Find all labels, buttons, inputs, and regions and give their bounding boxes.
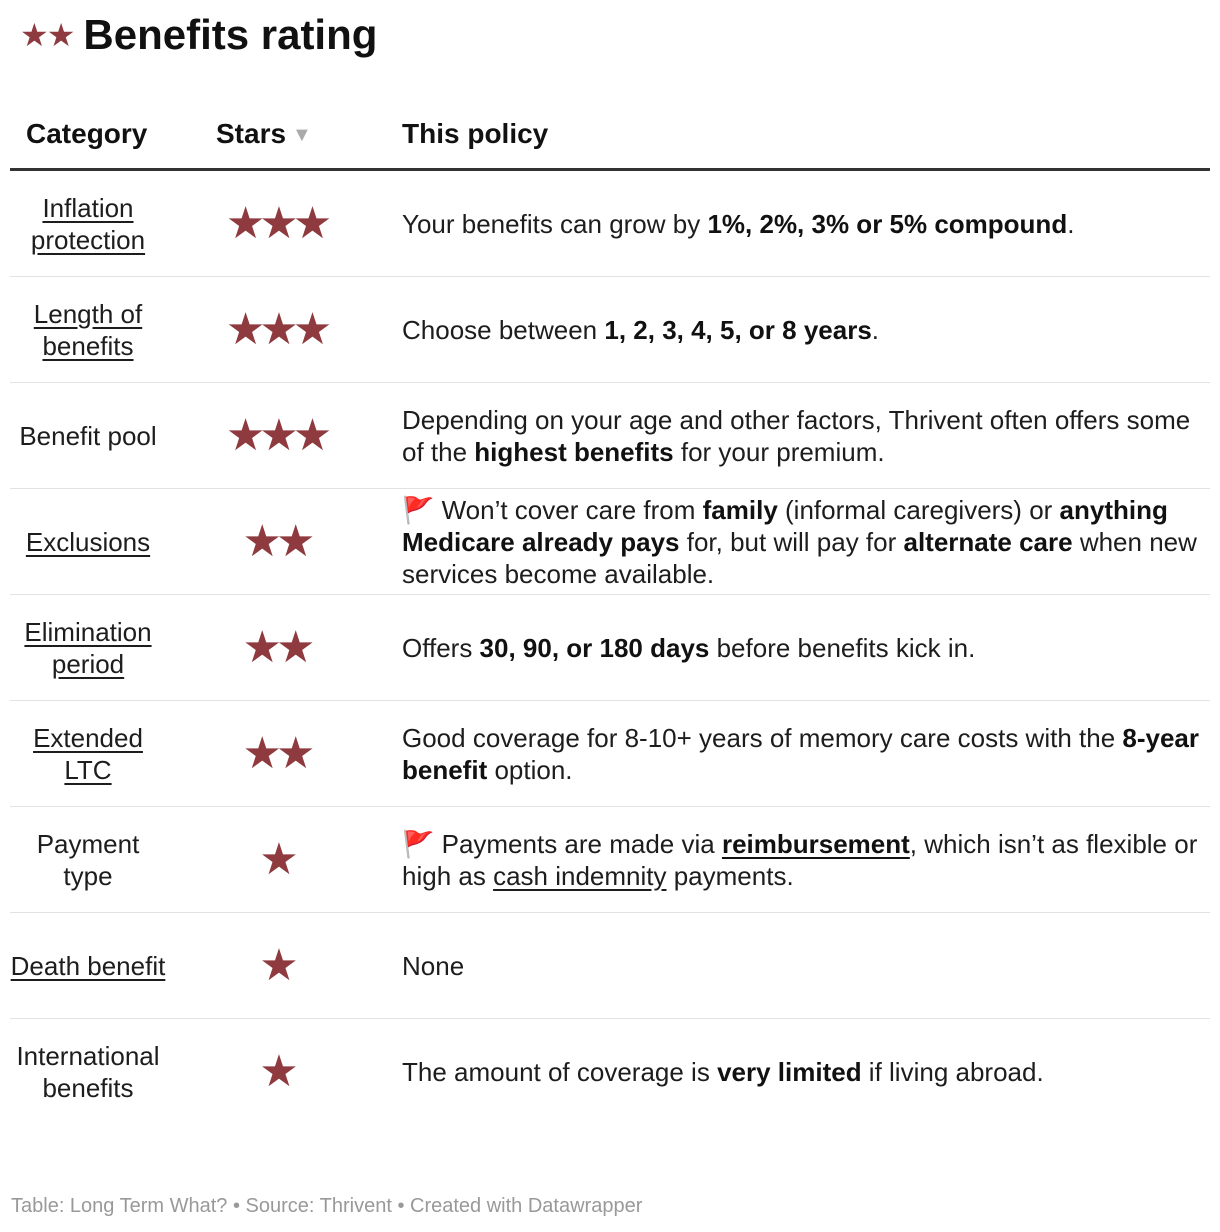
table-row: Exclusions ★★ 🚩 Won’t cover care from fami… [10, 488, 1210, 595]
header-category-label: Category [26, 118, 148, 149]
policy-text: when new services become available. [402, 526, 1197, 589]
policy-description: 🚩 Won’t cover care from family (informal… [386, 488, 1210, 595]
policy-text: Your benefits can grow by [402, 208, 708, 239]
table-row: Payment type ★ 🚩 Payments are made via rei… [10, 806, 1210, 913]
star-rating-icon: ★★ [166, 700, 386, 807]
footer-credits: Table: Long Term What? • Source: Thriven… [11, 1195, 643, 1217]
policy-text: None [402, 950, 465, 981]
star-rating-icon: ★ [259, 1046, 298, 1096]
page-title: ★★ Benefits rating [20, 10, 377, 60]
policy-description: Choose between 1, 2, 3, 4, 5, or 8 years… [386, 276, 1210, 383]
category-link[interactable]: Elimination period [24, 616, 152, 679]
star-rating-icon: ★★★ [166, 382, 386, 489]
category-link[interactable]: Extended LTC [33, 722, 143, 785]
header-policy-label: This policy [402, 118, 549, 149]
table-header-row: Category Stars ▼ This policy [10, 100, 1210, 171]
category-cell: Death benefit [10, 912, 166, 1019]
category-cell: Inflation protection [10, 169, 166, 277]
header-stars[interactable]: Stars ▼ [166, 100, 386, 171]
policy-highlight: anything Medicare already pays [402, 494, 1168, 557]
policy-text: , which isn’t as flexible or high as [402, 828, 1198, 891]
policy-text: Offers [402, 632, 480, 663]
category-cell: Elimination period [10, 594, 166, 701]
category-cell: Benefit pool [10, 382, 166, 489]
title-star-icons: ★★ [20, 17, 75, 53]
table-row: Inflation protection ★★★ Your benefits can… [10, 169, 1210, 277]
policy-description: None [386, 912, 1210, 1019]
sort-down-icon[interactable]: ▼ [292, 124, 312, 147]
policy-description: Good coverage for 8-10+ years of memory … [386, 700, 1210, 807]
table-row: Elimination period ★★ Offers 30, 90, or 18… [10, 594, 1210, 701]
category-link[interactable]: Exclusions [25, 526, 151, 557]
policy-text: payments. [666, 860, 794, 891]
star-rating-icon: ★ [166, 806, 386, 913]
policy-text: if living abroad. [861, 1056, 1044, 1087]
policy-text: before benefits kick in. [709, 632, 976, 663]
category-cell: International benefits [10, 1019, 166, 1125]
policy-highlight: alternate care [903, 526, 1073, 557]
policy-description: 🚩 Payments are made via reimbursement, w… [386, 806, 1210, 913]
policy-highlight: 1, 2, 3, 4, 5, or 8 years [604, 314, 872, 345]
policy-text: for your premium. [673, 436, 885, 467]
star-rating-icon: ★★★ [166, 276, 386, 383]
policy-description: The amount of coverage is very limited i… [386, 1019, 1210, 1125]
title-text: Benefits rating [83, 11, 378, 58]
category-cell: Exclusions [10, 488, 166, 595]
star-rating-icon: ★★ [166, 594, 386, 701]
star-rating-icon: ★★★ [166, 169, 386, 277]
policy-text: Good coverage for 8-10+ years of memory … [402, 722, 1123, 753]
policy-highlight: 30, 90, or 180 days [479, 632, 710, 663]
benefits-table: Category Stars ▼ This policy Inflation pr… [10, 100, 1210, 1124]
category-link[interactable]: Inflation protection [30, 192, 146, 255]
category-link[interactable]: Death benefit [10, 950, 166, 981]
policy-highlight: family [702, 494, 778, 525]
header-category[interactable]: Category [10, 100, 166, 171]
policy-text: . [871, 314, 880, 345]
table-row: International benefits ★ The amount of cov… [10, 1019, 1210, 1125]
table-row: Extended LTC ★★ Good coverage for 8-10+ ye… [10, 700, 1210, 807]
policy-text: for, but will pay for [679, 526, 904, 557]
policy-text: 🚩 Payments are made via [402, 828, 722, 859]
policy-highlight: 8-year benefit [402, 722, 1200, 785]
policy-description: Your benefits can grow by 1%, 2%, 3% or … [386, 169, 1210, 277]
table-row: Benefit pool ★★★ Depending on your age and… [10, 382, 1210, 489]
policy-description: Offers 30, 90, or 180 days before benefi… [386, 594, 1210, 701]
policy-highlight: very limited [717, 1056, 862, 1087]
table-row: Length of benefits ★★★ Choose between 1, 2… [10, 276, 1210, 383]
policy-link[interactable]: cash indemnity [493, 860, 667, 891]
policy-link[interactable]: reimbursement [721, 828, 910, 859]
header-policy[interactable]: This policy [386, 100, 1210, 171]
table-row: Death benefit ★ None [10, 912, 1210, 1019]
policy-text: option. [487, 754, 573, 785]
category-label: International benefits [16, 1040, 160, 1103]
category-link[interactable]: Length of benefits [33, 298, 143, 361]
policy-text: 🚩 Won’t cover care from [402, 494, 703, 525]
policy-text: Choose between [402, 314, 605, 345]
star-rating-icon: ★ [166, 912, 386, 1019]
star-rating-icon: ★★ [166, 488, 386, 595]
category-cell: Length of benefits [10, 276, 166, 383]
category-label: Benefit pool [19, 420, 157, 451]
policy-text: Depending on your age and other factors,… [402, 404, 1191, 467]
policy-highlight: 1%, 2%, 3% or 5% compound [707, 208, 1068, 239]
category-cell: Extended LTC [10, 700, 166, 807]
header-stars-label: Stars [216, 118, 287, 149]
category-label: Payment type [36, 828, 140, 891]
policy-description: Depending on your age and other factors,… [386, 382, 1210, 489]
policy-text: (informal caregivers) or [777, 494, 1060, 525]
policy-highlight: highest benefits [474, 436, 674, 467]
policy-text: The amount of coverage is [402, 1056, 718, 1087]
policy-text: . [1067, 208, 1075, 239]
category-cell: Payment type [10, 806, 166, 913]
